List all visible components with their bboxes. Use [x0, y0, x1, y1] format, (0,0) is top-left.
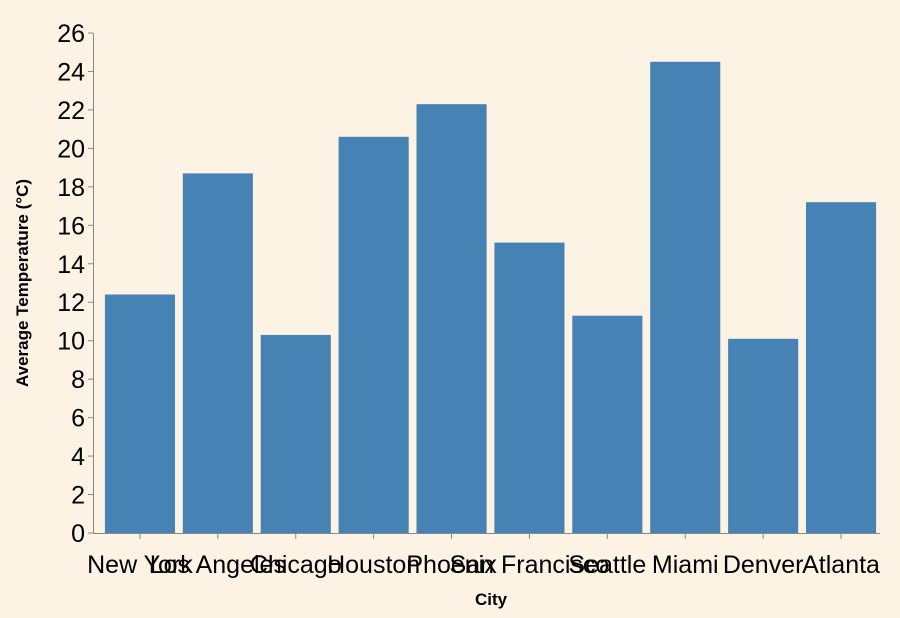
bar — [182, 173, 253, 533]
x-tick-label: Phoenix — [406, 551, 497, 579]
x-tick-label: Houston — [327, 551, 420, 579]
bar — [338, 136, 409, 534]
y-tick-label: 22 — [57, 97, 85, 125]
bars-group — [104, 61, 877, 534]
y-tick-label: 18 — [57, 174, 85, 202]
x-tick-label: Denver — [723, 551, 804, 579]
bar — [416, 104, 487, 533]
y-tick-label: 14 — [57, 251, 85, 279]
y-axis-title: Average Temperature (°C) — [13, 179, 32, 387]
bar — [104, 294, 175, 533]
x-tick-label: Miami — [652, 551, 719, 579]
bar — [650, 61, 721, 534]
y-tick-label: 8 — [71, 366, 85, 394]
y-tick-label: 4 — [71, 443, 85, 471]
y-tick-label: 24 — [57, 58, 85, 86]
x-tick-label: Chicago — [250, 551, 342, 579]
x-tick-label: Seattle — [568, 551, 646, 579]
y-tick-label: 26 — [57, 20, 85, 48]
bar — [806, 202, 877, 533]
x-tick-label: New York — [87, 551, 193, 579]
y-tick-label: 2 — [71, 482, 85, 510]
y-tick-label: 20 — [57, 135, 85, 163]
bar — [260, 334, 331, 533]
x-tick-label: San Francisco — [450, 551, 610, 579]
y-tick-label: 12 — [57, 289, 85, 317]
y-tick-label: 6 — [71, 405, 85, 433]
x-axis-title: City — [475, 590, 508, 609]
bar — [728, 338, 799, 533]
x-tick-label: Los Angeles — [150, 551, 286, 579]
bar — [494, 242, 565, 533]
y-tick-label: 10 — [57, 328, 85, 356]
bar — [572, 315, 643, 533]
y-tick-label: 16 — [57, 212, 85, 240]
y-tick-label: 0 — [71, 520, 85, 548]
x-tick-label: Atlanta — [802, 551, 880, 579]
